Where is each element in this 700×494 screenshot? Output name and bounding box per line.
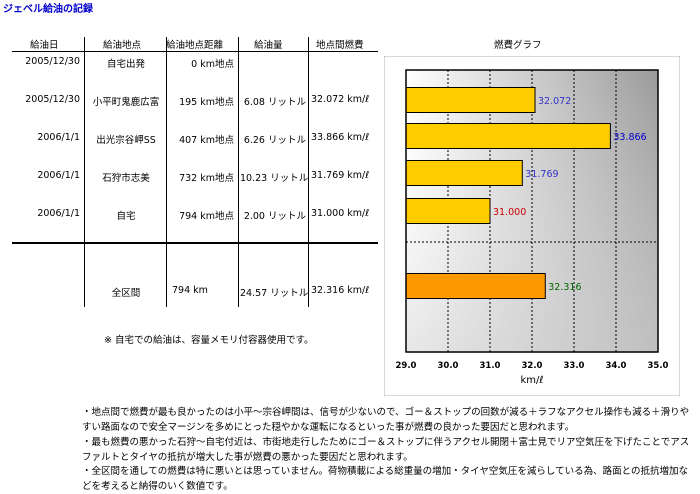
cell-place: 自宅出発: [106, 59, 145, 70]
col-divider: [308, 37, 309, 307]
x-axis-label: km/ℓ: [520, 375, 543, 386]
bar: [405, 87, 536, 113]
cell-fuel: 10.23 リットル: [240, 173, 309, 184]
cell-economy: 31.769 km/ℓ: [311, 170, 370, 181]
x-tick-label: 30.0: [438, 361, 459, 371]
total-distance: 794 km: [172, 285, 208, 296]
col-divider: [166, 37, 167, 307]
x-tick-label: 35.0: [648, 361, 669, 371]
cell-distance: 732 km地点: [179, 173, 234, 184]
x-tick-label: 34.0: [606, 361, 627, 371]
total-economy: 32.316 km/ℓ: [311, 285, 370, 296]
bar-value-label: 32.072: [538, 96, 571, 107]
cell-date: 2006/1/1: [37, 170, 80, 181]
x-tick-label: 33.0: [564, 361, 585, 371]
economy-chart: 32.072 33.866 31.769 31.000 32.316 29.0 30.0 3…: [384, 56, 680, 396]
bar-value-label: 32.316: [548, 282, 581, 293]
x-tick-label: 32.0: [522, 361, 543, 371]
col-divider: [84, 37, 85, 307]
cell-distance: 794 km地点: [179, 211, 234, 222]
table-note: ※ 自宅での給油は、容量メモリ付容器使用です。: [104, 335, 314, 346]
cell-economy: 33.866 km/ℓ: [311, 132, 370, 143]
cell-fuel: 2.00 リットル: [243, 211, 306, 222]
header-rule: [12, 51, 378, 52]
cell-date: 2006/1/1: [37, 132, 80, 143]
bar-value-label: 33.866: [613, 132, 646, 143]
cell-economy: 32.072 km/ℓ: [311, 94, 370, 105]
comment-2: ・最も燃費の悪かった石狩～自宅付近は、市街地走行したためにゴー＆ストップに伴うア…: [82, 437, 690, 463]
cell-place: 石狩市志美: [102, 173, 150, 184]
header-place: 給油地点: [103, 40, 142, 51]
comment-1: ・地点間で燃費が最も良かったのは小平～宗谷岬間は、信号が少ないので、ゴー＆ストッ…: [82, 407, 690, 433]
total-separator: [12, 242, 378, 244]
cell-date: 2006/1/1: [37, 208, 80, 219]
bar: [405, 273, 546, 299]
plot-border: [405, 69, 659, 353]
bar: [405, 123, 611, 149]
header-economy: 地点間燃費: [316, 40, 364, 51]
cell-place: 小平町鬼鹿広富: [92, 97, 160, 108]
cell-economy: 31.000 km/ℓ: [311, 208, 370, 219]
total-label: 全区間: [111, 288, 141, 299]
cell-date: 2005/12/30: [25, 56, 80, 67]
header-date: 給油日: [30, 40, 59, 51]
total-fuel: 24.57 リットル: [240, 288, 309, 299]
cell-distance: 407 km地点: [179, 135, 234, 146]
col-divider: [238, 37, 239, 307]
cell-date: 2005/12/30: [25, 94, 80, 105]
x-tick-label: 29.0: [396, 361, 417, 371]
bar-value-label: 31.000: [493, 207, 526, 218]
cell-place: 自宅: [116, 211, 136, 222]
header-distance: 給油地点距離: [166, 40, 224, 51]
page-title: ジェベル給油の記録: [3, 4, 93, 15]
cell-distance: 195 km地点: [179, 97, 234, 108]
bar: [405, 198, 491, 224]
cell-place: 出光宗谷岬SS: [96, 135, 156, 146]
bar: [405, 160, 523, 186]
bar-value-label: 31.769: [525, 169, 558, 180]
cell-distance: 0 km地点: [191, 59, 234, 70]
cell-fuel: 6.08 リットル: [243, 97, 306, 108]
x-tick-label: 31.0: [480, 361, 501, 371]
chart-title: 燃費グラフ: [494, 40, 542, 51]
comment-3: ・全区間を通しての燃費は特に悪いとは思っていません。荷物積載による総重量の増加・…: [82, 466, 689, 492]
cell-fuel: 6.26 リットル: [243, 135, 306, 146]
header-fuel: 給油量: [254, 40, 283, 51]
